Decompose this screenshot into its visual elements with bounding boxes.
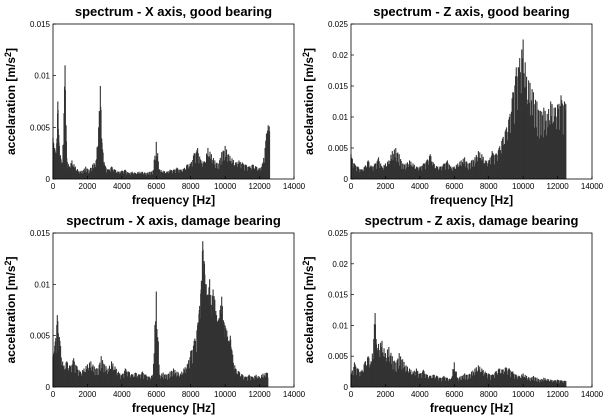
x-tick-label: 14000 [283, 390, 306, 399]
y-axis-label: accelaration [m/s2] [3, 48, 18, 155]
x-tick-label: 12000 [248, 182, 271, 191]
y-tick-label: 0.015 [328, 82, 349, 91]
x-tick-label: 2000 [377, 182, 395, 191]
y-tick-label: 0.015 [30, 20, 51, 29]
y-tick-label: 0 [46, 175, 51, 184]
series-1 [52, 241, 269, 387]
y-tick-label: 0.005 [30, 123, 51, 132]
x-tick-label: 14000 [283, 182, 306, 191]
y-axis-label: accelaration [m/s2] [3, 256, 18, 363]
y-tick-label: 0.025 [328, 20, 349, 29]
y-axis-label-text: accelaration [m/s [4, 57, 18, 155]
x-tick-label: 8000 [182, 182, 200, 191]
x-axis-label: frequency [Hz] [430, 401, 513, 415]
x-tick-label: 0 [51, 182, 56, 191]
y-tick-label: 0.015 [30, 229, 51, 238]
chart-panel-1: 0 2000 4000 6000 8000 10000 12000 14000 0 0.005 0.… [3, 4, 306, 207]
y-axis-label-suffix: ] [302, 256, 316, 260]
x-axis-label: frequency [Hz] [132, 193, 215, 207]
y-axis-label-text: accelaration [m/s [302, 57, 316, 155]
chart-title: spectrum - Z axis, damage bearing [365, 213, 579, 228]
y-tick-label: 0.01 [332, 321, 348, 330]
y-tick-label: 0.005 [328, 144, 349, 153]
y-tick-label: 0.01 [332, 113, 348, 122]
y-tick-label: 0.01 [34, 280, 50, 289]
x-tick-label: 0 [51, 390, 56, 399]
x-tick-label: 8000 [480, 182, 498, 191]
axes-frame [52, 232, 295, 388]
chart-title: spectrum - Z axis, good bearing [373, 4, 570, 19]
y-tick-label: 0 [344, 383, 349, 392]
x-tick-label: 0 [349, 182, 354, 191]
x-tick-label: 4000 [113, 182, 131, 191]
x-tick-label: 12000 [546, 390, 569, 399]
y-axis-label-superscript: 2 [301, 52, 311, 57]
x-tick-label: 8000 [480, 390, 498, 399]
x-tick-label: 6000 [147, 182, 165, 191]
series-1 [350, 313, 567, 387]
x-tick-label: 10000 [512, 182, 535, 191]
y-axis-label-superscript: 2 [3, 52, 13, 57]
y-tick-label: 0.02 [332, 260, 348, 269]
y-axis-label-suffix: ] [4, 48, 18, 52]
plot-area [53, 233, 294, 387]
x-tick-label: 6000 [445, 182, 463, 191]
axes-frame [350, 232, 593, 388]
x-tick-label: 14000 [581, 182, 604, 191]
chart-panel-4: 0 2000 4000 6000 8000 10000 12000 14000 0 0.005 0.… [301, 213, 604, 415]
y-axis-label-suffix: ] [4, 256, 18, 260]
x-tick-label: 4000 [411, 390, 429, 399]
y-tick-label: 0.01 [34, 72, 50, 81]
x-tick-label: 4000 [113, 390, 131, 399]
y-axis-label-text: accelaration [m/s [4, 265, 18, 363]
y-axis-label: accelaration [m/s2] [301, 256, 316, 363]
y-tick-label: 0.005 [328, 352, 349, 361]
chart-panel-3: 0 2000 4000 6000 8000 10000 12000 14000 0 0.005 0.… [3, 213, 306, 415]
x-axis-label: frequency [Hz] [132, 401, 215, 415]
y-tick-label: 0.025 [328, 229, 349, 238]
y-axis-label-suffix: ] [302, 48, 316, 52]
y-tick-label: 0 [344, 175, 349, 184]
x-axis-label: frequency [Hz] [430, 193, 513, 207]
chart-panel-2: 0 2000 4000 6000 8000 10000 12000 14000 0 0.005 0.… [301, 4, 604, 207]
x-tick-label: 8000 [182, 390, 200, 399]
x-tick-label: 14000 [581, 390, 604, 399]
y-tick-label: 0.005 [30, 332, 51, 341]
x-tick-label: 10000 [214, 182, 237, 191]
x-tick-label: 0 [349, 390, 354, 399]
x-tick-label: 4000 [411, 182, 429, 191]
x-tick-label: 6000 [147, 390, 165, 399]
series-1 [52, 65, 271, 179]
x-tick-label: 12000 [248, 390, 271, 399]
y-tick-label: 0.015 [328, 291, 349, 300]
y-tick-label: 0.02 [332, 51, 348, 60]
y-tick-label: 0 [46, 383, 51, 392]
axes-frame [52, 23, 295, 180]
x-tick-label: 12000 [546, 182, 569, 191]
x-tick-label: 10000 [512, 390, 535, 399]
y-axis-label-superscript: 2 [301, 260, 311, 265]
x-tick-label: 10000 [214, 390, 237, 399]
axes-frame [350, 23, 593, 180]
y-axis-label-superscript: 2 [3, 260, 13, 265]
chart-title: spectrum - X axis, damage bearing [66, 213, 281, 228]
x-tick-label: 6000 [445, 390, 463, 399]
x-tick-label: 2000 [377, 390, 395, 399]
y-axis-label-text: accelaration [m/s [302, 265, 316, 363]
chart-title: spectrum - X axis, good bearing [75, 4, 272, 19]
x-tick-label: 2000 [79, 182, 97, 191]
y-axis-label: accelaration [m/s2] [301, 48, 316, 155]
x-tick-label: 2000 [79, 390, 97, 399]
plot-area [53, 24, 294, 179]
